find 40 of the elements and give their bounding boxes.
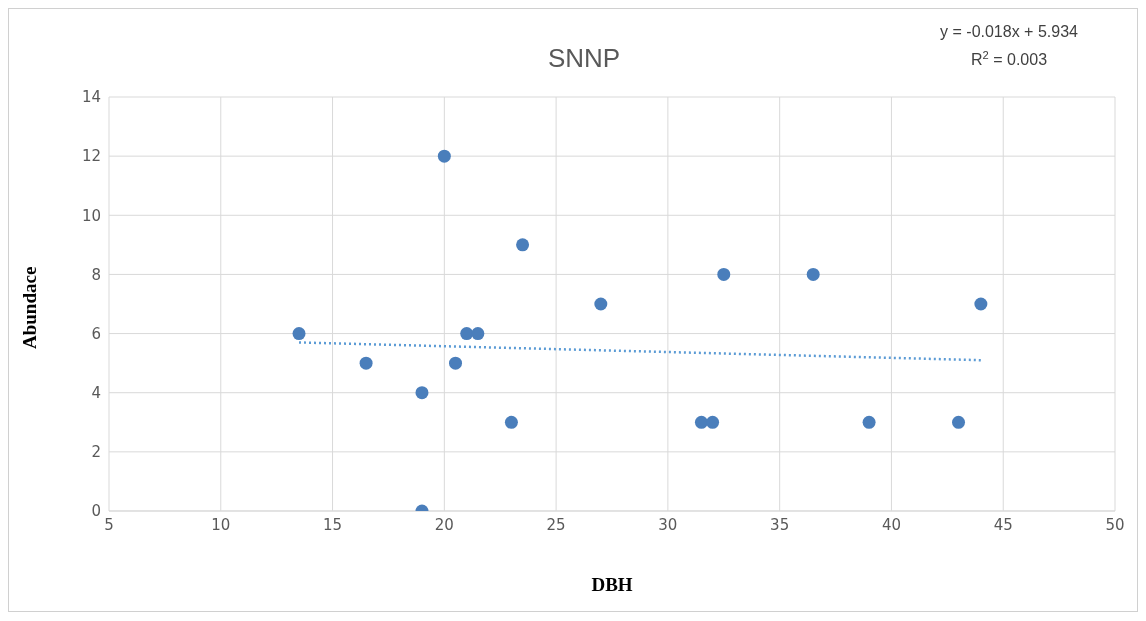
- x-tick-label: 5: [104, 515, 114, 534]
- point: [415, 386, 429, 400]
- point: [460, 327, 474, 341]
- point: [359, 356, 373, 370]
- y-tick-label: 12: [81, 147, 101, 166]
- y-tick-label: 2: [91, 443, 101, 462]
- x-tick-label: 50: [1105, 515, 1125, 534]
- chart-title: SNNP: [547, 43, 621, 73]
- point: [504, 415, 518, 429]
- x-tick-label: 30: [658, 515, 678, 534]
- x-tick-label: 45: [993, 515, 1013, 534]
- point: [516, 238, 530, 252]
- y-tick-label: 0: [91, 502, 101, 521]
- point: [952, 415, 966, 429]
- point: [974, 297, 988, 311]
- y-tick-label: 4: [91, 384, 101, 403]
- point: [471, 327, 485, 341]
- point: [862, 415, 876, 429]
- y-tick-label: 10: [81, 206, 101, 225]
- point: [694, 415, 708, 429]
- text: R$^{2}$ = 0.003: [970, 49, 1048, 68]
- point: [292, 327, 306, 341]
- x-tick-label: 20: [434, 515, 454, 534]
- y-axis-title: Abundace: [18, 266, 40, 349]
- x-tick-label: 25: [546, 515, 566, 534]
- point: [437, 149, 451, 163]
- y-tick-label: 14: [81, 88, 101, 107]
- y-tick-label: 8: [91, 265, 101, 284]
- x-tick-label: 15: [323, 515, 343, 534]
- x-tick-label: 35: [770, 515, 790, 534]
- text: y = -0.018x + 5.934: [940, 23, 1079, 40]
- point: [594, 297, 608, 311]
- point: [449, 356, 463, 370]
- x-axis-title: DBH: [591, 574, 633, 595]
- x-tick-label: 10: [211, 515, 231, 534]
- x-tick-label: 40: [881, 515, 901, 534]
- point: [806, 267, 820, 281]
- point: [717, 267, 731, 281]
- point: [706, 415, 720, 429]
- y-tick-label: 6: [91, 324, 101, 343]
